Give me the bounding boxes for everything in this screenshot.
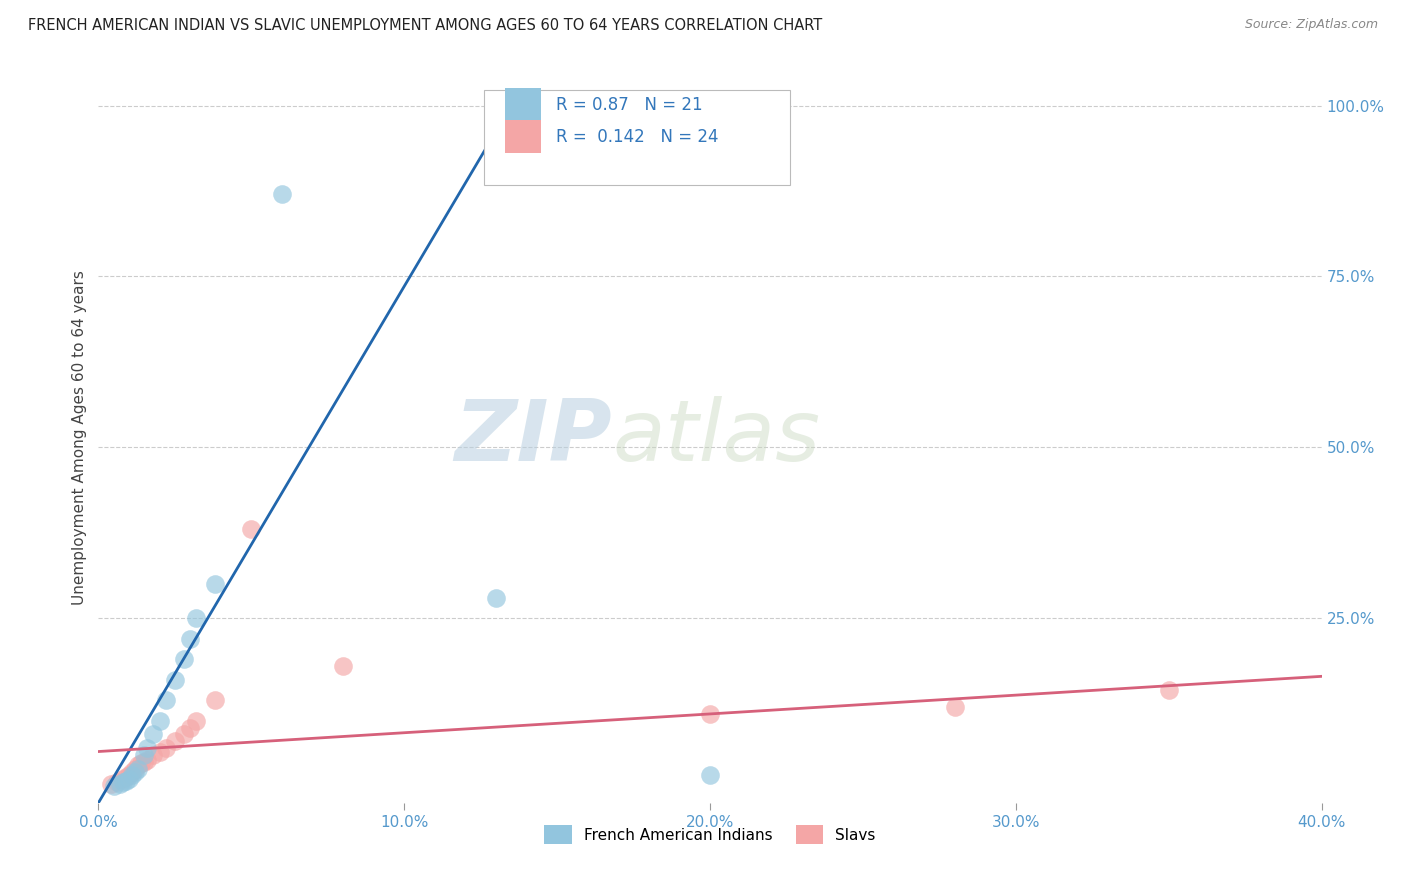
Point — [121, 768, 143, 782]
Point — [136, 741, 159, 756]
Point — [149, 745, 172, 759]
Point — [1157, 683, 1180, 698]
Point — [155, 693, 177, 707]
Point — [699, 768, 721, 782]
FancyBboxPatch shape — [484, 90, 790, 185]
Point — [173, 727, 195, 741]
Point — [163, 734, 186, 748]
Point — [118, 772, 141, 786]
Point — [136, 753, 159, 767]
Text: atlas: atlas — [612, 395, 820, 479]
Point — [100, 777, 122, 791]
Text: ZIP: ZIP — [454, 395, 612, 479]
Bar — [505, 120, 541, 153]
Point — [179, 721, 201, 735]
Point — [111, 772, 134, 786]
Bar — [505, 88, 541, 121]
Point — [204, 693, 226, 707]
Point — [105, 775, 128, 789]
Point — [179, 632, 201, 646]
Point — [124, 762, 146, 776]
Text: R = 0.87   N = 21: R = 0.87 N = 21 — [555, 95, 703, 113]
Legend: French American Indians, Slavs: French American Indians, Slavs — [538, 819, 882, 850]
Point — [186, 611, 208, 625]
Point — [155, 741, 177, 756]
Point — [118, 768, 141, 782]
Point — [943, 700, 966, 714]
Y-axis label: Unemployment Among Ages 60 to 64 years: Unemployment Among Ages 60 to 64 years — [72, 269, 87, 605]
Point — [127, 762, 149, 776]
Text: Source: ZipAtlas.com: Source: ZipAtlas.com — [1244, 18, 1378, 31]
Point — [332, 659, 354, 673]
Point — [186, 714, 208, 728]
Point — [204, 577, 226, 591]
Point — [142, 727, 165, 741]
Text: FRENCH AMERICAN INDIAN VS SLAVIC UNEMPLOYMENT AMONG AGES 60 TO 64 YEARS CORRELAT: FRENCH AMERICAN INDIAN VS SLAVIC UNEMPLO… — [28, 18, 823, 33]
Point — [485, 591, 508, 605]
Point — [124, 765, 146, 780]
Point — [115, 770, 138, 784]
Text: R =  0.142   N = 24: R = 0.142 N = 24 — [555, 128, 718, 145]
Point — [129, 756, 152, 771]
Point — [115, 773, 138, 788]
Point — [270, 187, 292, 202]
Point — [149, 714, 172, 728]
Point — [108, 777, 131, 791]
Point — [142, 747, 165, 762]
Point — [240, 522, 263, 536]
Point — [134, 755, 156, 769]
Point — [699, 706, 721, 721]
Point — [163, 673, 186, 687]
Point — [127, 758, 149, 772]
Point — [103, 779, 125, 793]
Point — [121, 765, 143, 780]
Point — [111, 775, 134, 789]
Point — [134, 747, 156, 762]
Point — [173, 652, 195, 666]
